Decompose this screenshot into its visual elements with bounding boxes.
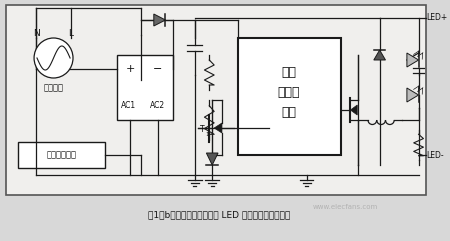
Text: −: − <box>153 64 162 74</box>
Bar <box>117 55 173 120</box>
Polygon shape <box>154 14 166 26</box>
Polygon shape <box>407 53 418 67</box>
Text: 图1（b）为可控硅调光器与 LED 驱动器配合架构示意: 图1（b）为可控硅调光器与 LED 驱动器配合架构示意 <box>148 210 290 220</box>
Polygon shape <box>374 50 386 60</box>
Text: 控制器: 控制器 <box>278 87 300 100</box>
Bar <box>6 5 426 195</box>
Text: 芯片: 芯片 <box>282 107 297 120</box>
Text: 驱动: 驱动 <box>282 67 297 80</box>
Text: L: L <box>68 29 73 39</box>
Text: AC2: AC2 <box>150 100 165 109</box>
Text: 1: 1 <box>206 132 209 136</box>
Text: LED-: LED- <box>426 150 444 160</box>
Bar <box>238 38 341 155</box>
Text: 交流输入: 交流输入 <box>44 83 63 93</box>
Text: T: T <box>200 126 205 134</box>
Text: N: N <box>33 29 40 39</box>
Text: AC1: AC1 <box>121 100 136 109</box>
Polygon shape <box>207 153 218 165</box>
Text: 可控硅调光器: 可控硅调光器 <box>46 150 76 160</box>
Bar <box>18 142 105 168</box>
Text: +: + <box>126 64 135 74</box>
Polygon shape <box>407 88 418 102</box>
Text: www.elecfans.com: www.elecfans.com <box>313 204 378 210</box>
Circle shape <box>34 38 73 78</box>
Text: LED+: LED+ <box>426 13 448 22</box>
Polygon shape <box>351 105 357 115</box>
Polygon shape <box>214 123 222 133</box>
